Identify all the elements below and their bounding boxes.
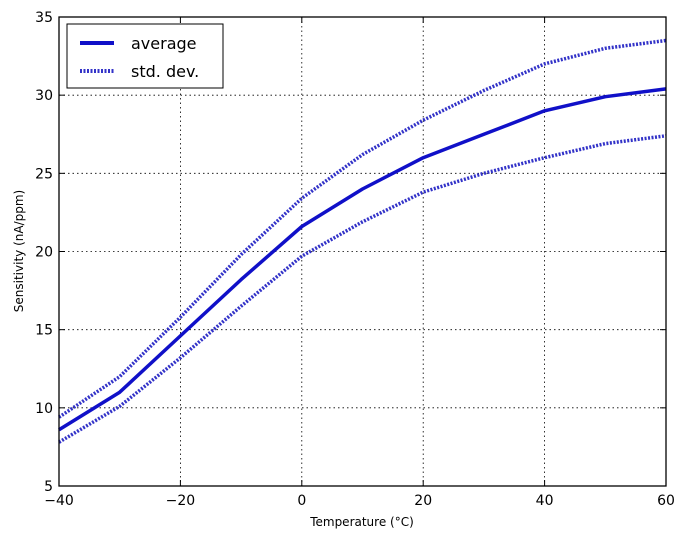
series-line-average <box>58 87 667 432</box>
legend-box <box>66 23 224 89</box>
axis-ticks <box>58 16 667 487</box>
x-tick-label: −40 <box>44 493 74 509</box>
y-tick-label: 5 <box>44 479 53 495</box>
y-axis-title: Sensitivity (nA/ppm) <box>12 190 26 312</box>
legend: average std. dev. <box>66 23 224 89</box>
grid-lines <box>59 17 666 486</box>
series-line-std-dev-lower <box>58 134 667 444</box>
x-tick-label: 40 <box>536 493 554 509</box>
y-tick-label: 25 <box>35 166 53 182</box>
series-line-std-dev-upper <box>58 38 667 419</box>
x-axis-title: Temperature (°C) <box>309 515 414 529</box>
y-tick-label: 35 <box>35 10 53 26</box>
x-tick-label: 0 <box>297 493 306 509</box>
y-tick-labels: 5 10 15 20 25 30 35 <box>35 10 53 495</box>
y-tick-label: 15 <box>35 323 53 339</box>
legend-label-average: average <box>131 34 197 53</box>
series-lines <box>58 38 667 444</box>
y-tick-label: 10 <box>35 401 53 417</box>
plot-background <box>59 17 666 486</box>
y-tick-label: 30 <box>35 88 53 104</box>
legend-label-std-dev: std. dev. <box>131 62 199 81</box>
x-tick-label: 60 <box>657 493 675 509</box>
x-tick-label: −20 <box>166 493 196 509</box>
y-tick-label: 20 <box>35 245 53 261</box>
x-tick-labels: −40 −20 0 20 40 60 <box>44 493 675 509</box>
x-tick-label: 20 <box>414 493 432 509</box>
